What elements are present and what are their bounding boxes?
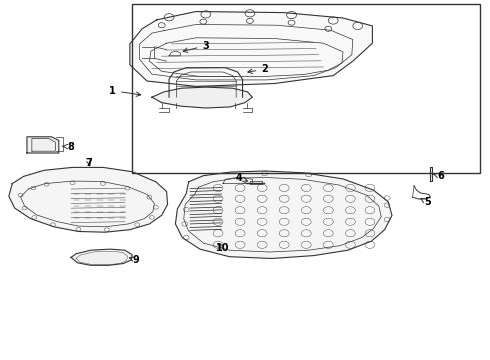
Text: 10: 10 bbox=[216, 243, 230, 253]
Text: 2: 2 bbox=[248, 64, 268, 74]
Text: 3: 3 bbox=[183, 41, 209, 53]
Polygon shape bbox=[152, 87, 252, 108]
Polygon shape bbox=[9, 167, 168, 232]
Text: 5: 5 bbox=[421, 197, 431, 207]
Text: 6: 6 bbox=[434, 171, 444, 181]
Polygon shape bbox=[71, 249, 132, 265]
Polygon shape bbox=[175, 171, 392, 258]
Text: 8: 8 bbox=[62, 142, 74, 152]
Polygon shape bbox=[130, 12, 372, 86]
Polygon shape bbox=[27, 137, 59, 153]
Text: 4: 4 bbox=[236, 173, 248, 183]
Bar bbox=[132, 4, 480, 173]
Text: 9: 9 bbox=[129, 255, 140, 265]
Text: 7: 7 bbox=[86, 158, 93, 168]
Text: 1: 1 bbox=[109, 86, 141, 96]
